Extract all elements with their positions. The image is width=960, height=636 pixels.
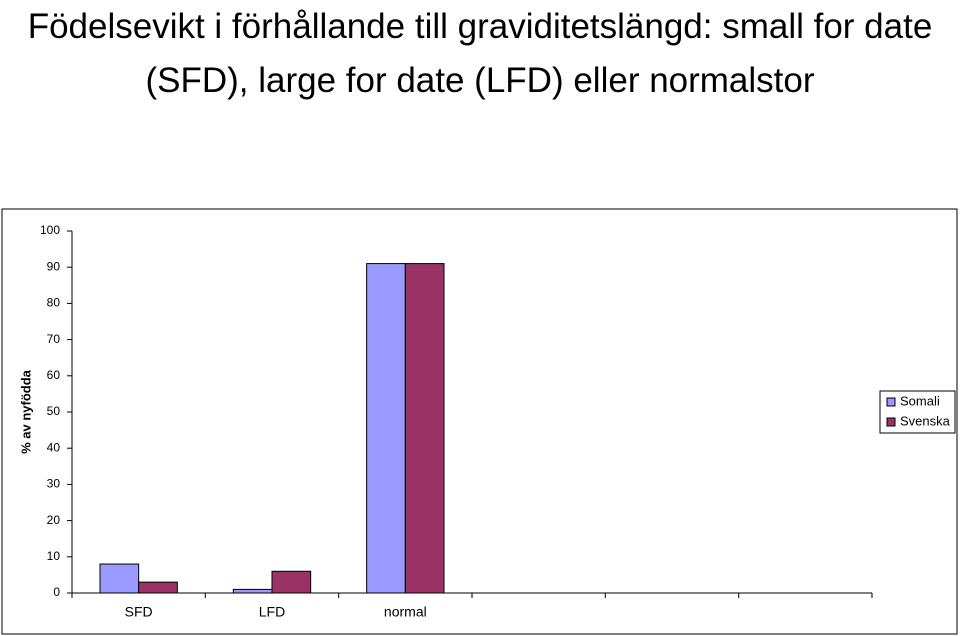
y-tick-label: 90 — [47, 259, 61, 273]
y-tick-label: 40 — [47, 440, 61, 454]
y-tick-label: 70 — [47, 332, 61, 346]
bar — [271, 570, 312, 594]
x-tick-label: normal — [384, 604, 427, 620]
legend-swatch — [886, 417, 896, 427]
y-tick-label: 80 — [47, 296, 61, 310]
bar — [99, 563, 140, 594]
x-tick-label: LFD — [259, 604, 285, 620]
chart-title: Födelsevikt i förhållande till gravidite… — [27, 7, 933, 100]
y-tick-label: 50 — [47, 404, 61, 418]
y-tick-label: 60 — [47, 368, 61, 382]
y-axis-label: % av nyfödda — [18, 369, 33, 454]
x-tick-label: SFD — [125, 604, 153, 620]
chart-frame — [1, 208, 958, 635]
legend-swatch — [886, 397, 896, 407]
bar — [404, 263, 445, 594]
bar — [232, 588, 273, 594]
bar — [138, 581, 178, 594]
y-tick-label: 20 — [47, 513, 61, 527]
y-tick-label: 30 — [47, 477, 61, 491]
y-tick-label: 10 — [47, 549, 61, 563]
bar — [366, 263, 406, 594]
y-tick-label: 0 — [53, 585, 60, 599]
y-tick-label: 100 — [40, 223, 60, 237]
legend-label: Svenska — [900, 413, 951, 428]
legend-label: Somali — [900, 393, 940, 408]
